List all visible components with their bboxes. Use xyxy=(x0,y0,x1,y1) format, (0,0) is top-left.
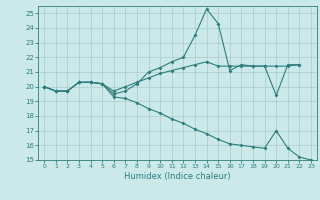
X-axis label: Humidex (Indice chaleur): Humidex (Indice chaleur) xyxy=(124,172,231,181)
